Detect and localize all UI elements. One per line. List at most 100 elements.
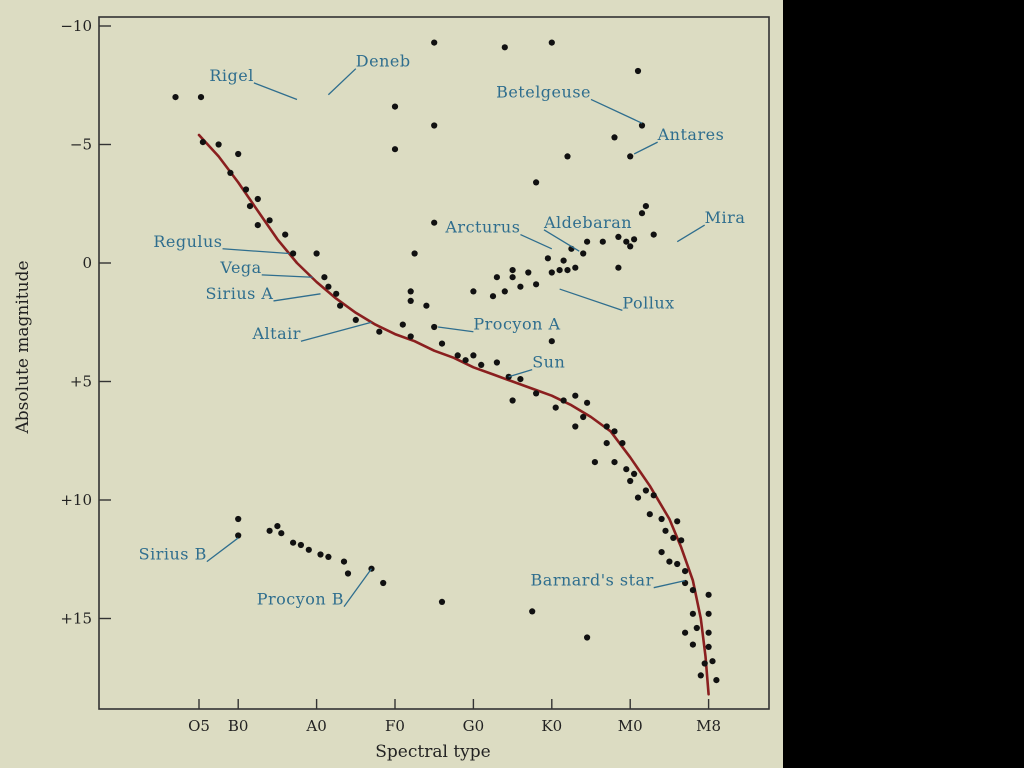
star-point	[493, 359, 500, 366]
star-point	[493, 274, 500, 281]
star-point	[172, 94, 179, 101]
label-leader-line	[559, 288, 623, 312]
x-tick-label: A0	[305, 717, 326, 735]
star-point	[603, 440, 610, 447]
star-point	[623, 466, 630, 473]
star-point	[376, 328, 383, 335]
star-point	[705, 629, 712, 636]
star-point	[544, 255, 552, 262]
y-tick-label: +15	[60, 610, 92, 628]
star-point	[599, 238, 606, 245]
star-point	[533, 281, 540, 288]
star-point	[627, 243, 634, 250]
label-leader-line	[343, 568, 373, 608]
star-name-label: Deneb	[356, 52, 411, 71]
star-point	[623, 238, 630, 245]
star-point	[431, 323, 438, 331]
star-point	[266, 217, 273, 224]
star-point	[678, 537, 685, 544]
star-point	[290, 250, 297, 257]
star-point	[325, 283, 332, 290]
label-leader-line	[543, 229, 580, 252]
star-point	[670, 534, 677, 542]
star-point	[631, 236, 638, 243]
star-name-label: Antares	[657, 125, 725, 144]
star-point	[591, 459, 599, 466]
x-tick-label: M8	[696, 717, 721, 735]
star-point	[674, 518, 681, 525]
label-leader-line	[253, 82, 298, 101]
star-point	[509, 397, 516, 404]
star-point	[321, 274, 328, 281]
star-name-label: Procyon A	[473, 315, 560, 334]
label-leader-line	[222, 248, 290, 255]
star-name-label: Betelgeuse	[496, 82, 591, 101]
star-point	[489, 293, 497, 300]
star-point	[646, 511, 653, 518]
star-point	[438, 340, 446, 347]
star-name-label: Sun	[532, 353, 565, 372]
star-point	[517, 376, 524, 383]
star-point	[325, 553, 332, 561]
x-tick-label: M0	[618, 717, 643, 735]
star-point	[438, 598, 446, 606]
star-point	[556, 267, 563, 274]
star-point	[266, 527, 273, 534]
star-point	[278, 530, 285, 537]
star-point	[407, 333, 414, 340]
x-tick-label: G0	[463, 717, 485, 735]
star-point	[199, 139, 206, 146]
label-leader-line	[653, 579, 686, 589]
star-point	[560, 397, 567, 404]
star-point	[529, 608, 536, 615]
star-point	[548, 39, 555, 46]
star-point	[517, 283, 524, 290]
star-point	[227, 169, 234, 176]
star-point	[642, 487, 650, 494]
label-leader-line	[300, 321, 372, 342]
star-point	[634, 67, 642, 75]
star-point	[242, 186, 250, 193]
star-name-label: Aldebaran	[543, 213, 632, 232]
y-tick-label: −5	[70, 136, 92, 154]
label-leader-line	[206, 537, 239, 563]
star-point	[548, 338, 555, 345]
star-name-label: Sirius B	[139, 545, 207, 564]
star-point	[584, 238, 591, 245]
star-point	[689, 610, 697, 617]
slide-background	[0, 0, 783, 768]
label-leader-line	[438, 326, 474, 333]
star-point	[611, 459, 618, 466]
y-tick-label: +5	[70, 373, 92, 391]
star-point	[470, 352, 477, 359]
star-point	[705, 591, 712, 598]
star-point	[689, 587, 697, 594]
star-point	[533, 179, 540, 186]
star-point	[333, 290, 340, 297]
star-point	[666, 558, 673, 565]
star-point	[215, 141, 222, 148]
star-point	[564, 153, 571, 160]
star-point	[572, 423, 579, 430]
y-tick-label: 0	[82, 254, 92, 272]
star-point	[631, 470, 638, 477]
star-point	[380, 579, 387, 587]
star-point	[235, 150, 242, 158]
star-point	[572, 264, 579, 271]
star-name-label: Rigel	[209, 66, 254, 85]
y-tick-label: −10	[60, 17, 92, 35]
star-point	[246, 203, 254, 210]
star-point	[638, 122, 646, 129]
star-point	[313, 250, 320, 257]
star-point	[709, 658, 716, 665]
star-point	[533, 390, 540, 397]
label-leader-line	[327, 68, 357, 96]
y-tick-label: +10	[60, 491, 92, 509]
star-point	[235, 532, 242, 539]
star-point	[337, 302, 344, 309]
star-point	[254, 195, 261, 203]
star-point	[274, 523, 281, 530]
star-point	[580, 413, 587, 421]
star-point	[282, 231, 289, 238]
